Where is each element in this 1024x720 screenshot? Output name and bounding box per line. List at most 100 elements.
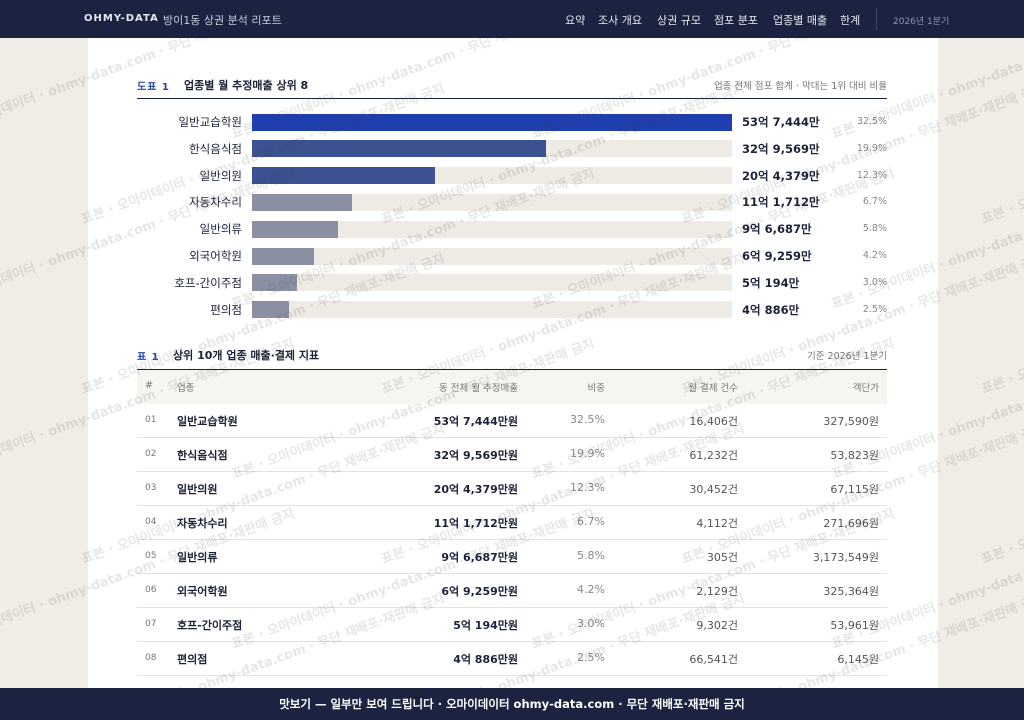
value-label: 53억 7,444만 xyxy=(742,115,820,129)
table-cell: 03 xyxy=(145,483,157,493)
table-cell: 08 xyxy=(145,653,157,663)
table-cell: 04 xyxy=(145,517,157,527)
report-title: 방이1동 상권 분석 리포트 xyxy=(163,14,282,27)
share-label: 12.3% xyxy=(856,169,887,181)
table-cell: 5억 194만원 xyxy=(453,619,518,632)
figure-note: 업종 전체 점포 합계 · 막대는 1위 대비 비율 xyxy=(713,81,887,92)
table-title: 상위 10개 업종 매출·결제 지표 xyxy=(173,349,320,362)
table-cell: 일반교습학원 xyxy=(177,415,238,428)
table-cell: 61,232건 xyxy=(689,449,738,462)
table-cell: 01 xyxy=(145,415,157,425)
value-label: 32억 9,569만 xyxy=(742,141,820,156)
table-cell: 53,961원 xyxy=(830,619,879,632)
bar-label: 한식음식점 xyxy=(189,141,242,156)
top-nav: OHMY-DATA 방이1동 상권 분석 리포트 요약 조사 개요 상권 규모 점포 … xyxy=(0,0,1024,38)
bar-label: 외국어학원 xyxy=(189,249,242,263)
share-label: 5.8% xyxy=(862,223,887,235)
table-cell: 53억 7,444만원 xyxy=(433,415,518,428)
bar xyxy=(252,193,352,211)
row-divider xyxy=(137,607,887,608)
table-cell: 06 xyxy=(145,585,157,595)
bar-label: 일반의류 xyxy=(199,222,242,237)
row-divider xyxy=(137,675,887,676)
bar-label: 일반의원 xyxy=(199,168,242,183)
table-cell: 271,696원 xyxy=(823,517,879,530)
table-label: 표 1 xyxy=(137,352,160,363)
table-cell: 일반의원 xyxy=(177,483,218,496)
table-cell: 4.2% xyxy=(577,583,605,596)
table-cell: 19.9% xyxy=(570,447,605,460)
figure-label: 도표 1 xyxy=(137,82,170,93)
table-cell: 3,173,549원 xyxy=(812,551,879,564)
table-cell: 16,406건 xyxy=(689,415,738,428)
rule xyxy=(137,98,887,99)
bar xyxy=(252,274,297,292)
column-header: 객단가 xyxy=(852,383,879,394)
bar-track xyxy=(252,301,732,319)
table-cell: 05 xyxy=(145,551,157,561)
table-cell: 305건 xyxy=(706,551,738,564)
column-header: 업종 xyxy=(177,383,195,394)
watermark: 표본 · 오마이데이터 · ohmy-data.com · 무단 재배포·재판매… xyxy=(978,588,1024,688)
nav-link[interactable]: 점포 분포 xyxy=(714,14,758,27)
table-cell: 327,590원 xyxy=(823,415,879,428)
nav-link[interactable]: 업종별 매출 xyxy=(773,14,828,27)
row-divider xyxy=(137,641,887,642)
value-label: 4억 886만 xyxy=(742,302,800,317)
table-cell: 66,541건 xyxy=(689,653,738,666)
nav-link[interactable]: 한계 xyxy=(840,14,861,27)
row-divider xyxy=(137,573,887,574)
value-label: 11억 1,712만 xyxy=(742,195,820,210)
bar-label: 자동차수리 xyxy=(189,195,242,210)
table-cell: 07 xyxy=(145,619,157,629)
value-label: 6억 9,259만 xyxy=(742,249,812,263)
share-label: 6.7% xyxy=(862,196,887,208)
watermark: 표본 · 오마이데이터 · ohmy-data.com · 무단 재배포·재판매… xyxy=(979,251,1024,398)
table-cell: 20억 4,379만원 xyxy=(433,483,518,496)
table-header xyxy=(137,369,887,404)
bar-track xyxy=(252,274,732,292)
table-cell: 9억 6,687만원 xyxy=(441,551,518,564)
table-cell: 12.3% xyxy=(570,481,605,494)
table-cell: 11억 1,712만원 xyxy=(433,517,518,530)
value-label: 9억 6,687만 xyxy=(742,222,812,237)
table-cell: 32.5% xyxy=(570,413,605,426)
table-cell: 2.5% xyxy=(577,651,605,664)
table-cell: 30,452건 xyxy=(689,483,738,496)
bar-track xyxy=(252,220,732,238)
row-divider xyxy=(137,437,887,438)
row-divider xyxy=(137,471,887,472)
table-cell: 9,302건 xyxy=(696,619,738,632)
bar-track xyxy=(252,247,732,265)
share-label: 4.2% xyxy=(862,250,887,261)
row-divider xyxy=(137,505,887,506)
table-cell: 편의점 xyxy=(177,653,208,666)
nav-link[interactable]: 조사 개요 xyxy=(598,14,642,27)
table-cell: 325,364원 xyxy=(823,585,879,598)
table-cell: 한식음식점 xyxy=(177,449,228,462)
table-cell: 6,145원 xyxy=(837,653,879,666)
brand[interactable]: OHMY-DATA xyxy=(84,13,159,24)
bar-label: 일반교습학원 xyxy=(178,115,242,129)
table-cell: 외국어학원 xyxy=(177,585,228,598)
table-cell: 일반의류 xyxy=(177,551,218,564)
period: 2026년 1분기 xyxy=(893,17,950,27)
bar xyxy=(252,140,547,158)
nav-link[interactable]: 요약 xyxy=(565,14,586,27)
table-cell: 자동차수리 xyxy=(177,517,228,530)
nav-link[interactable]: 상권 규모 xyxy=(657,14,701,27)
value-label: 20억 4,379만 xyxy=(742,168,820,183)
column-header: 동 전체 월 추정매출 xyxy=(439,383,518,394)
table-cell: 6.7% xyxy=(577,515,605,528)
bar-label: 편의점 xyxy=(210,302,242,317)
share-label: 19.9% xyxy=(856,142,887,154)
footer: 맛보기 — 일부만 보여 드립니다 · 오마이데이터 ohmy-data.com… xyxy=(0,688,1024,720)
bar xyxy=(252,220,339,238)
table-cell: 32억 9,569만원 xyxy=(433,449,518,462)
share-label: 2.5% xyxy=(862,303,887,315)
divider xyxy=(876,8,877,30)
figure-title: 업종별 월 추정매출 상위 8 xyxy=(184,79,309,92)
table-cell: 2,129건 xyxy=(696,585,738,598)
table-cell: 5.8% xyxy=(577,549,605,562)
bar xyxy=(252,247,314,265)
